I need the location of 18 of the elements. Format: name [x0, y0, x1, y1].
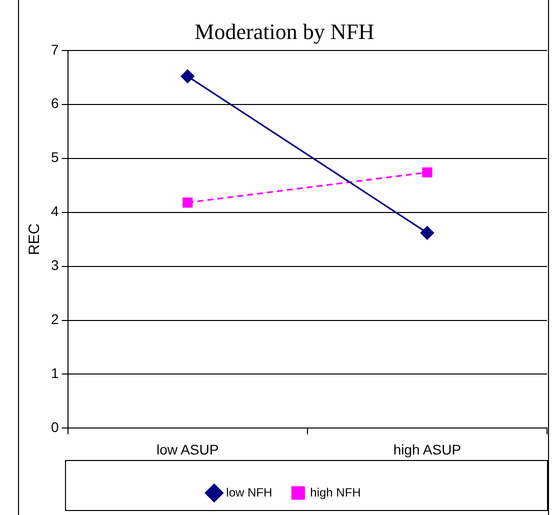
y-tick-label: 2 [50, 311, 59, 328]
y-tick-label: 6 [50, 95, 59, 112]
y-tick-label: 5 [50, 149, 59, 166]
y-tick-label: 1 [50, 365, 59, 382]
y-tick-label: 7 [50, 41, 59, 58]
x-tick-label: low ASUP [156, 441, 219, 458]
y-tick-label: 3 [50, 257, 59, 274]
chart-title: Moderation by NFH [194, 18, 374, 44]
point [180, 70, 194, 84]
point [422, 167, 432, 178]
point [420, 226, 434, 240]
x-tick-label: high ASUP [393, 441, 462, 458]
legend-label: low NFH [226, 485, 272, 500]
y-axis-title: REC [26, 223, 44, 256]
legend-label: high NFH [310, 485, 361, 500]
y-tick-label: 4 [50, 203, 59, 220]
point [182, 198, 193, 208]
y-tick-label: 0 [50, 419, 59, 436]
